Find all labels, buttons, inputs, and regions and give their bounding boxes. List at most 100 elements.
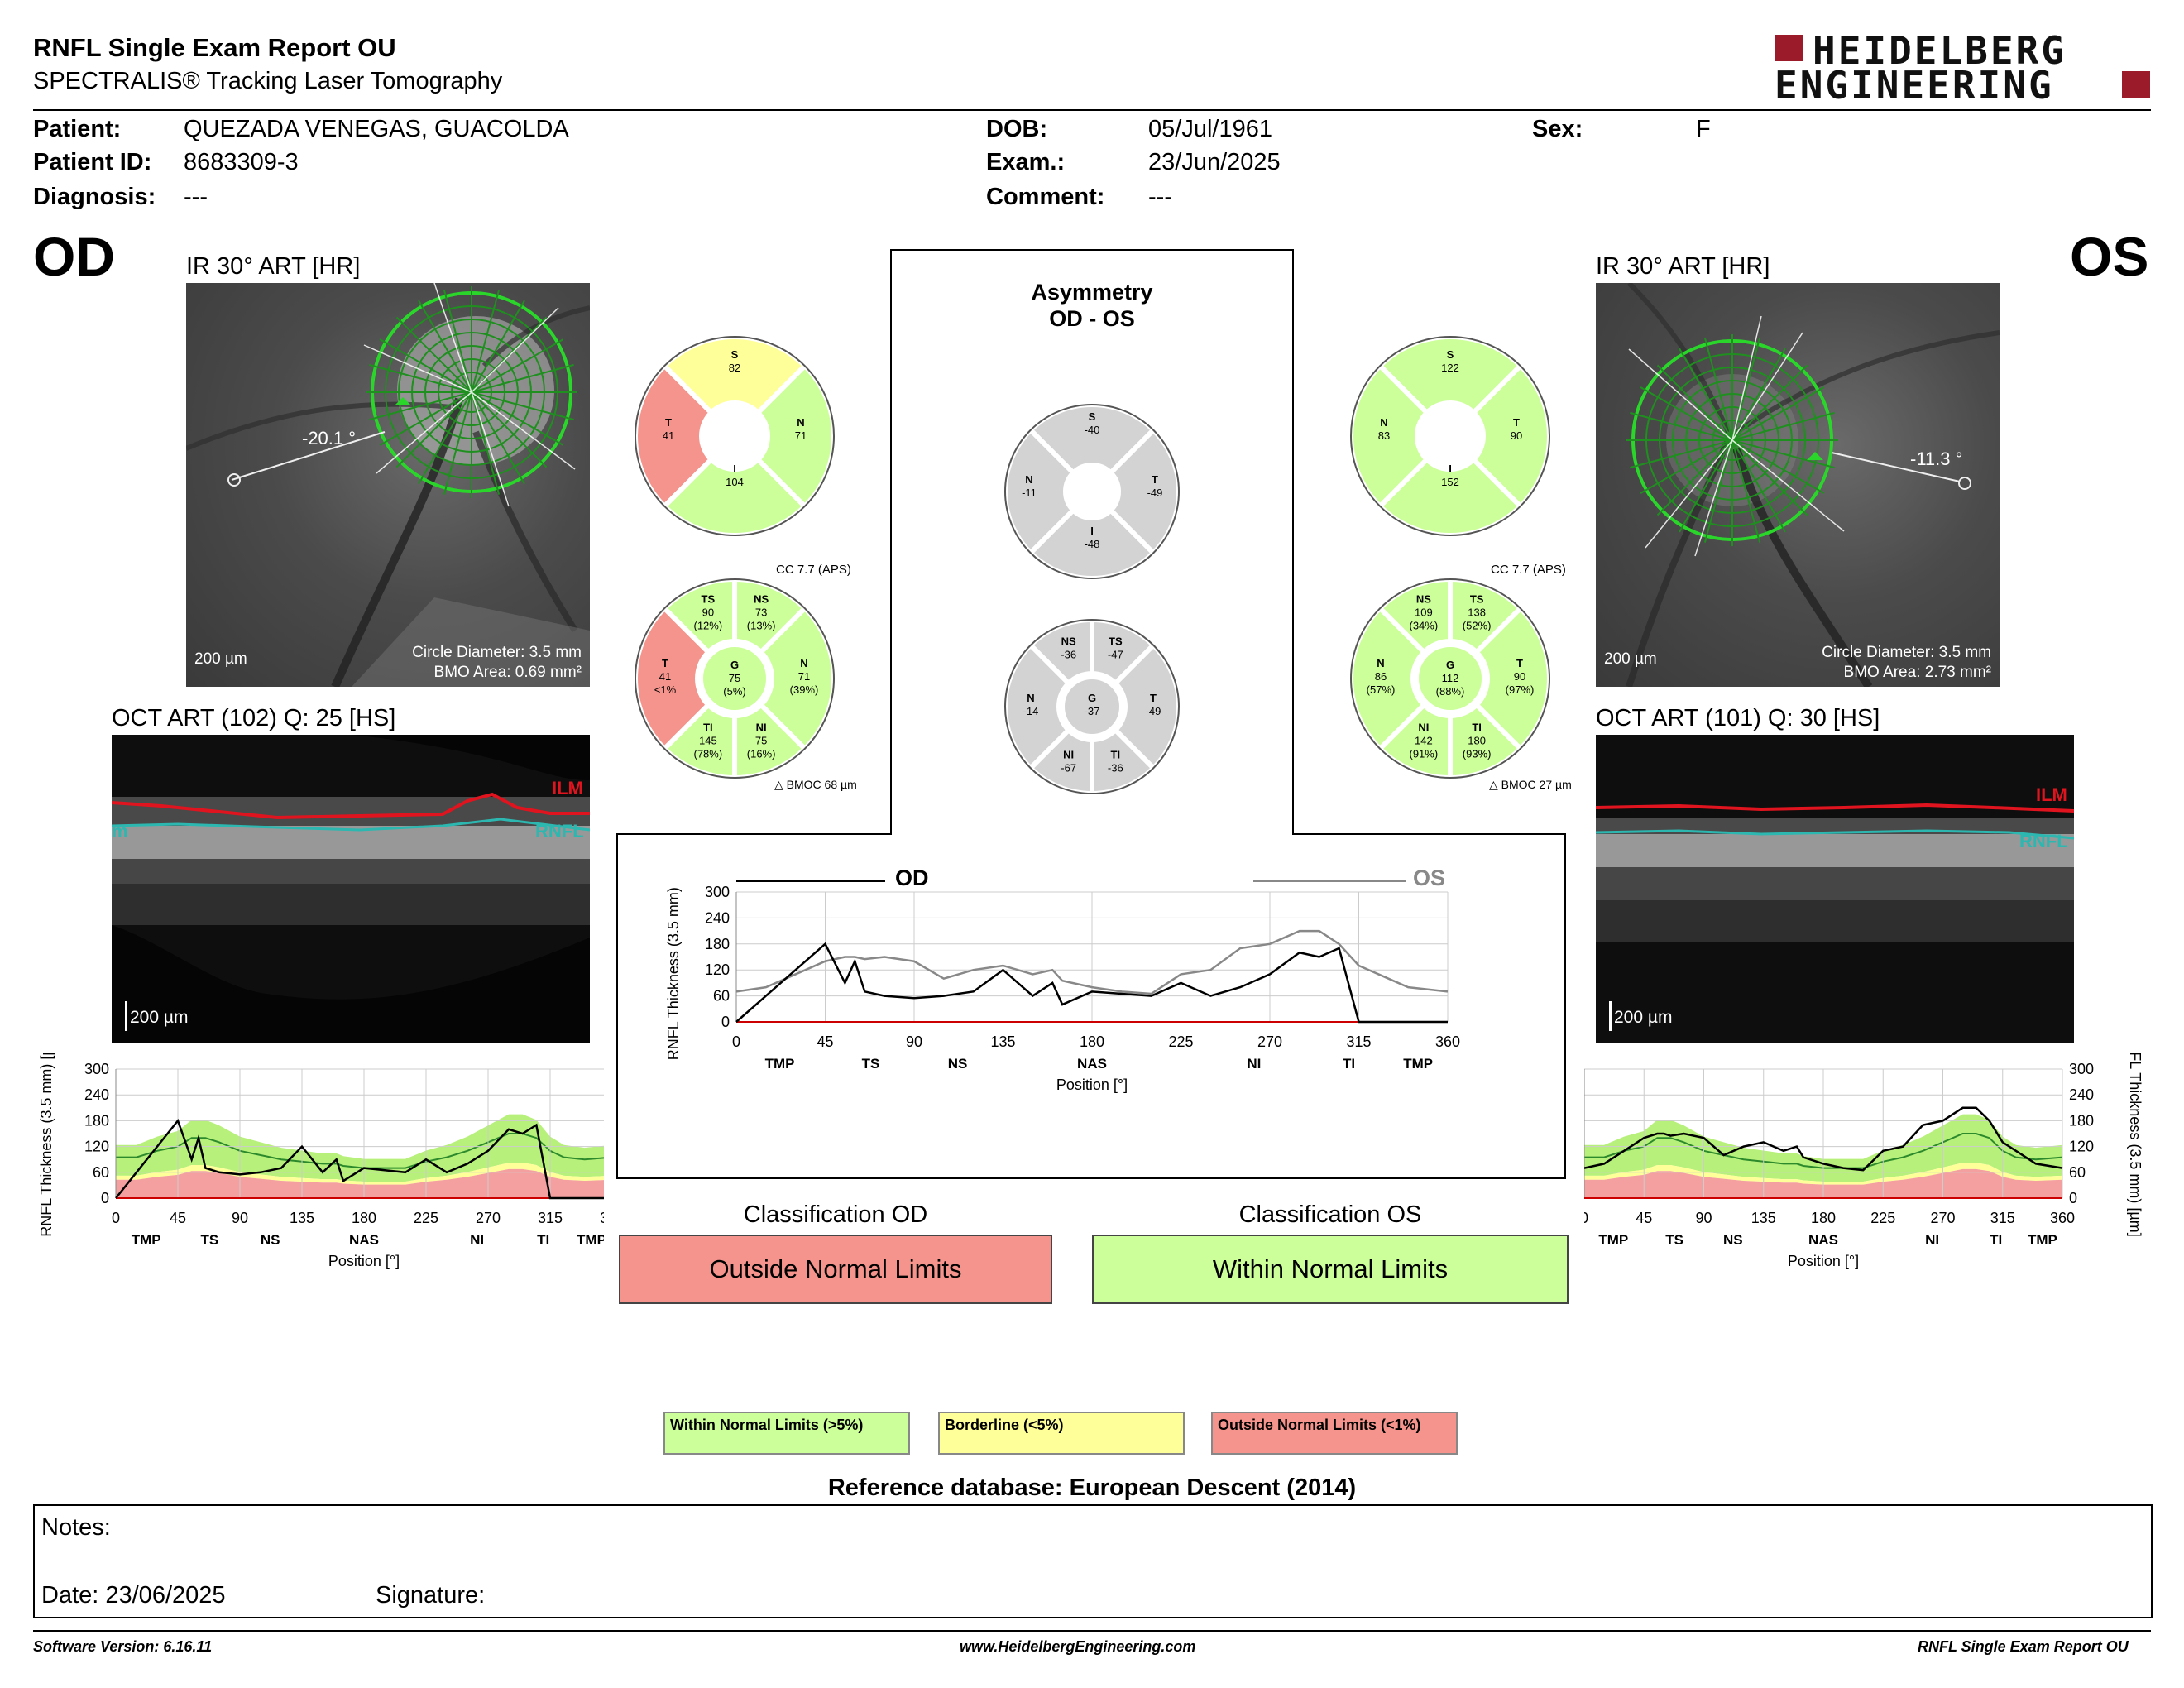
report-subtitle: SPECTRALIS® Tracking Laser Tomography [33, 68, 503, 94]
od-chart-ytick-2: 120 [84, 1139, 109, 1155]
asym-label-t: T -49 [1147, 473, 1163, 499]
od-ir-title: IR 30° ART [HR] [186, 253, 361, 280]
od-chart-series-od [115, 1118, 604, 1200]
od-oct-image: ILM RNFL m 200 µm [112, 735, 590, 1043]
od-chart-xtick-6: 270 [476, 1210, 500, 1226]
patient-id-label: Patient ID: [33, 149, 152, 175]
center-chart-sector-0: TMP [765, 1056, 795, 1072]
os-scale-bar: 200 µm [1604, 650, 1657, 668]
heidelberg-logo: HEIDELBERG ENGINEERING [1774, 28, 2155, 108]
os-chart-series-os [1584, 1106, 2063, 1172]
reference-database: Reference database: European Descent (20… [827, 1475, 1357, 1501]
od-chart-outside-band [116, 1168, 604, 1198]
comment-label: Comment: [986, 184, 1105, 210]
os-thickness-chart: 0 60 120 180 240 300 0 45 90 135 180 225 270 315 360 TM… [1584, 1053, 2143, 1269]
od-sect-label-t: T 41 <1% [654, 657, 677, 696]
os-sect-label-ts: TS 138 (52%) [1463, 592, 1492, 631]
od-sect-sector-g [698, 642, 771, 715]
asym-label-n: N -11 [1022, 473, 1037, 499]
os-chart-sector-2: NS [1723, 1232, 1743, 1248]
os-oct-scale: 200 µm [1614, 1008, 1673, 1027]
center-od-legend: OD [895, 866, 929, 890]
asym-sect-label-t: T -49 [1146, 692, 1161, 717]
os-chart-xtick-7: 315 [1990, 1210, 2015, 1226]
os-chart-ylabel: RNFL Thickness (3.5 mm) [µm] [2127, 1053, 2143, 1237]
os-chart-ytick-2: 120 [2069, 1139, 2094, 1155]
os-chart-sector-1: TS [1665, 1232, 1684, 1248]
os-fundus-overlay [1626, 283, 2000, 687]
os-classification-title: Classification OS [1238, 1201, 1422, 1228]
od-chart-ytick-4: 240 [84, 1086, 109, 1103]
footer-rule [33, 1630, 2151, 1632]
od-chart-sector-5: TI [537, 1232, 549, 1248]
diagnosis-value: --- [184, 184, 208, 210]
os-sect-label-ti: TI 180 (93%) [1463, 722, 1492, 760]
website-link[interactable]: www.HeidelbergEngineering.com [960, 1638, 1196, 1655]
os-chart-sector-0: TMP [1598, 1232, 1628, 1248]
od-chart-ytick-3: 180 [84, 1112, 109, 1129]
od-thickness-chart: 0 60 120 180 240 300 0 45 90 135 180 225 270 315 360 TM… [38, 1053, 604, 1269]
center-chart-ytick-1: 60 [713, 988, 730, 1005]
legend-within: Within Normal Limits (>5%) [663, 1412, 910, 1455]
od-chart-xtick-7: 315 [538, 1210, 563, 1226]
software-version: Software Version: 6.16.11 [33, 1638, 213, 1655]
asymmetry-panel-frame [616, 249, 1566, 1179]
os-chart-ytick-3: 180 [2069, 1112, 2094, 1129]
legend-borderline: Borderline (<5%) [938, 1412, 1185, 1455]
od-chart-sector-2: NS [261, 1232, 280, 1248]
os-chart-xlabel: Position [°] [1788, 1253, 1859, 1269]
os-fundus-image: -11.3 ° 200 µm Circle Diameter: 3.5 mm B… [1596, 283, 2000, 687]
od-chart-ytick-1: 60 [93, 1164, 109, 1181]
os-bmoc-label: △ BMOC 27 µm [1489, 778, 1572, 791]
os-quad-label-i: I 152 [1441, 463, 1459, 488]
os-chart-xtick-3: 135 [1751, 1210, 1776, 1226]
od-chart-sector-4: NI [470, 1232, 484, 1248]
od-chart-ytick-0: 0 [101, 1190, 109, 1206]
od-sect-label-g: G 75 (5%) [723, 659, 745, 698]
od-chart-sector-0: TMP [132, 1232, 161, 1248]
center-chart-xtick-0: 0 [732, 1033, 740, 1050]
legend-outside: Outside Normal Limits (<1%) [1211, 1412, 1458, 1455]
center-chart-xtick-2: 90 [906, 1033, 922, 1050]
os-chart-sector-5: TI [1990, 1232, 2002, 1248]
os-chart-xtick-1: 45 [1636, 1210, 1652, 1226]
asym-label-i: I -48 [1085, 525, 1100, 550]
center-chart-sector-1: TS [862, 1056, 880, 1072]
center-chart-ytick-4: 240 [705, 909, 730, 926]
center-chart-xlabel: Position [°] [1056, 1077, 1128, 1093]
od-scale-bar: 200 µm [194, 650, 247, 668]
os-chart-xtick-8: 360 [2050, 1210, 2075, 1226]
od-bmoc-label: △ BMOC 68 µm [774, 778, 857, 791]
footer-report-name: RNFL Single Exam Report OU [1918, 1638, 2129, 1655]
os-chart-ytick-4: 240 [2069, 1086, 2094, 1103]
od-chart-sector-1: TS [200, 1232, 218, 1248]
os-oct-overlay [1596, 803, 2074, 942]
od-chart-xtick-8: 360 [600, 1210, 604, 1226]
center-od-legend-line [736, 880, 885, 882]
date-label: Date: 23/06/2025 [41, 1582, 226, 1609]
od-cc-label: CC 7.7 (APS) [776, 563, 851, 577]
signature-label: Signature: [376, 1582, 486, 1609]
od-oct-scale: 200 µm [130, 1008, 189, 1027]
od-sect-label-ts: TS 90 (12%) [694, 592, 723, 631]
od-bmoc-value: BMOC 68 µm [786, 778, 857, 791]
od-quad-label-t: T 41 [663, 416, 674, 442]
notes-box[interactable]: Notes: Date: 23/06/2025 Signature: [33, 1504, 2153, 1618]
comment-value: --- [1148, 184, 1172, 210]
diagnosis-label: Diagnosis: [33, 184, 156, 210]
od-quad-label-n: N 71 [795, 416, 807, 442]
os-chart-xtick-5: 225 [1870, 1210, 1895, 1226]
od-oct-overlay [112, 735, 590, 1043]
od-quad-label-s: S 82 [729, 348, 740, 374]
patient-id: 8683309-3 [184, 149, 299, 175]
od-chart-normal-band [116, 1114, 604, 1182]
notes-label: Notes: [41, 1514, 111, 1541]
os-chart-sector-4: NI [1925, 1232, 1939, 1248]
center-chart-xtick-4: 180 [1080, 1033, 1104, 1050]
center-chart-xtick-7: 315 [1346, 1033, 1371, 1050]
center-chart-sector-4: NI [1247, 1056, 1261, 1072]
od-chart-xtick-5: 225 [414, 1210, 438, 1226]
patient-label: Patient: [33, 116, 122, 142]
od-classification-box: Outside Normal Limits [619, 1235, 1052, 1304]
